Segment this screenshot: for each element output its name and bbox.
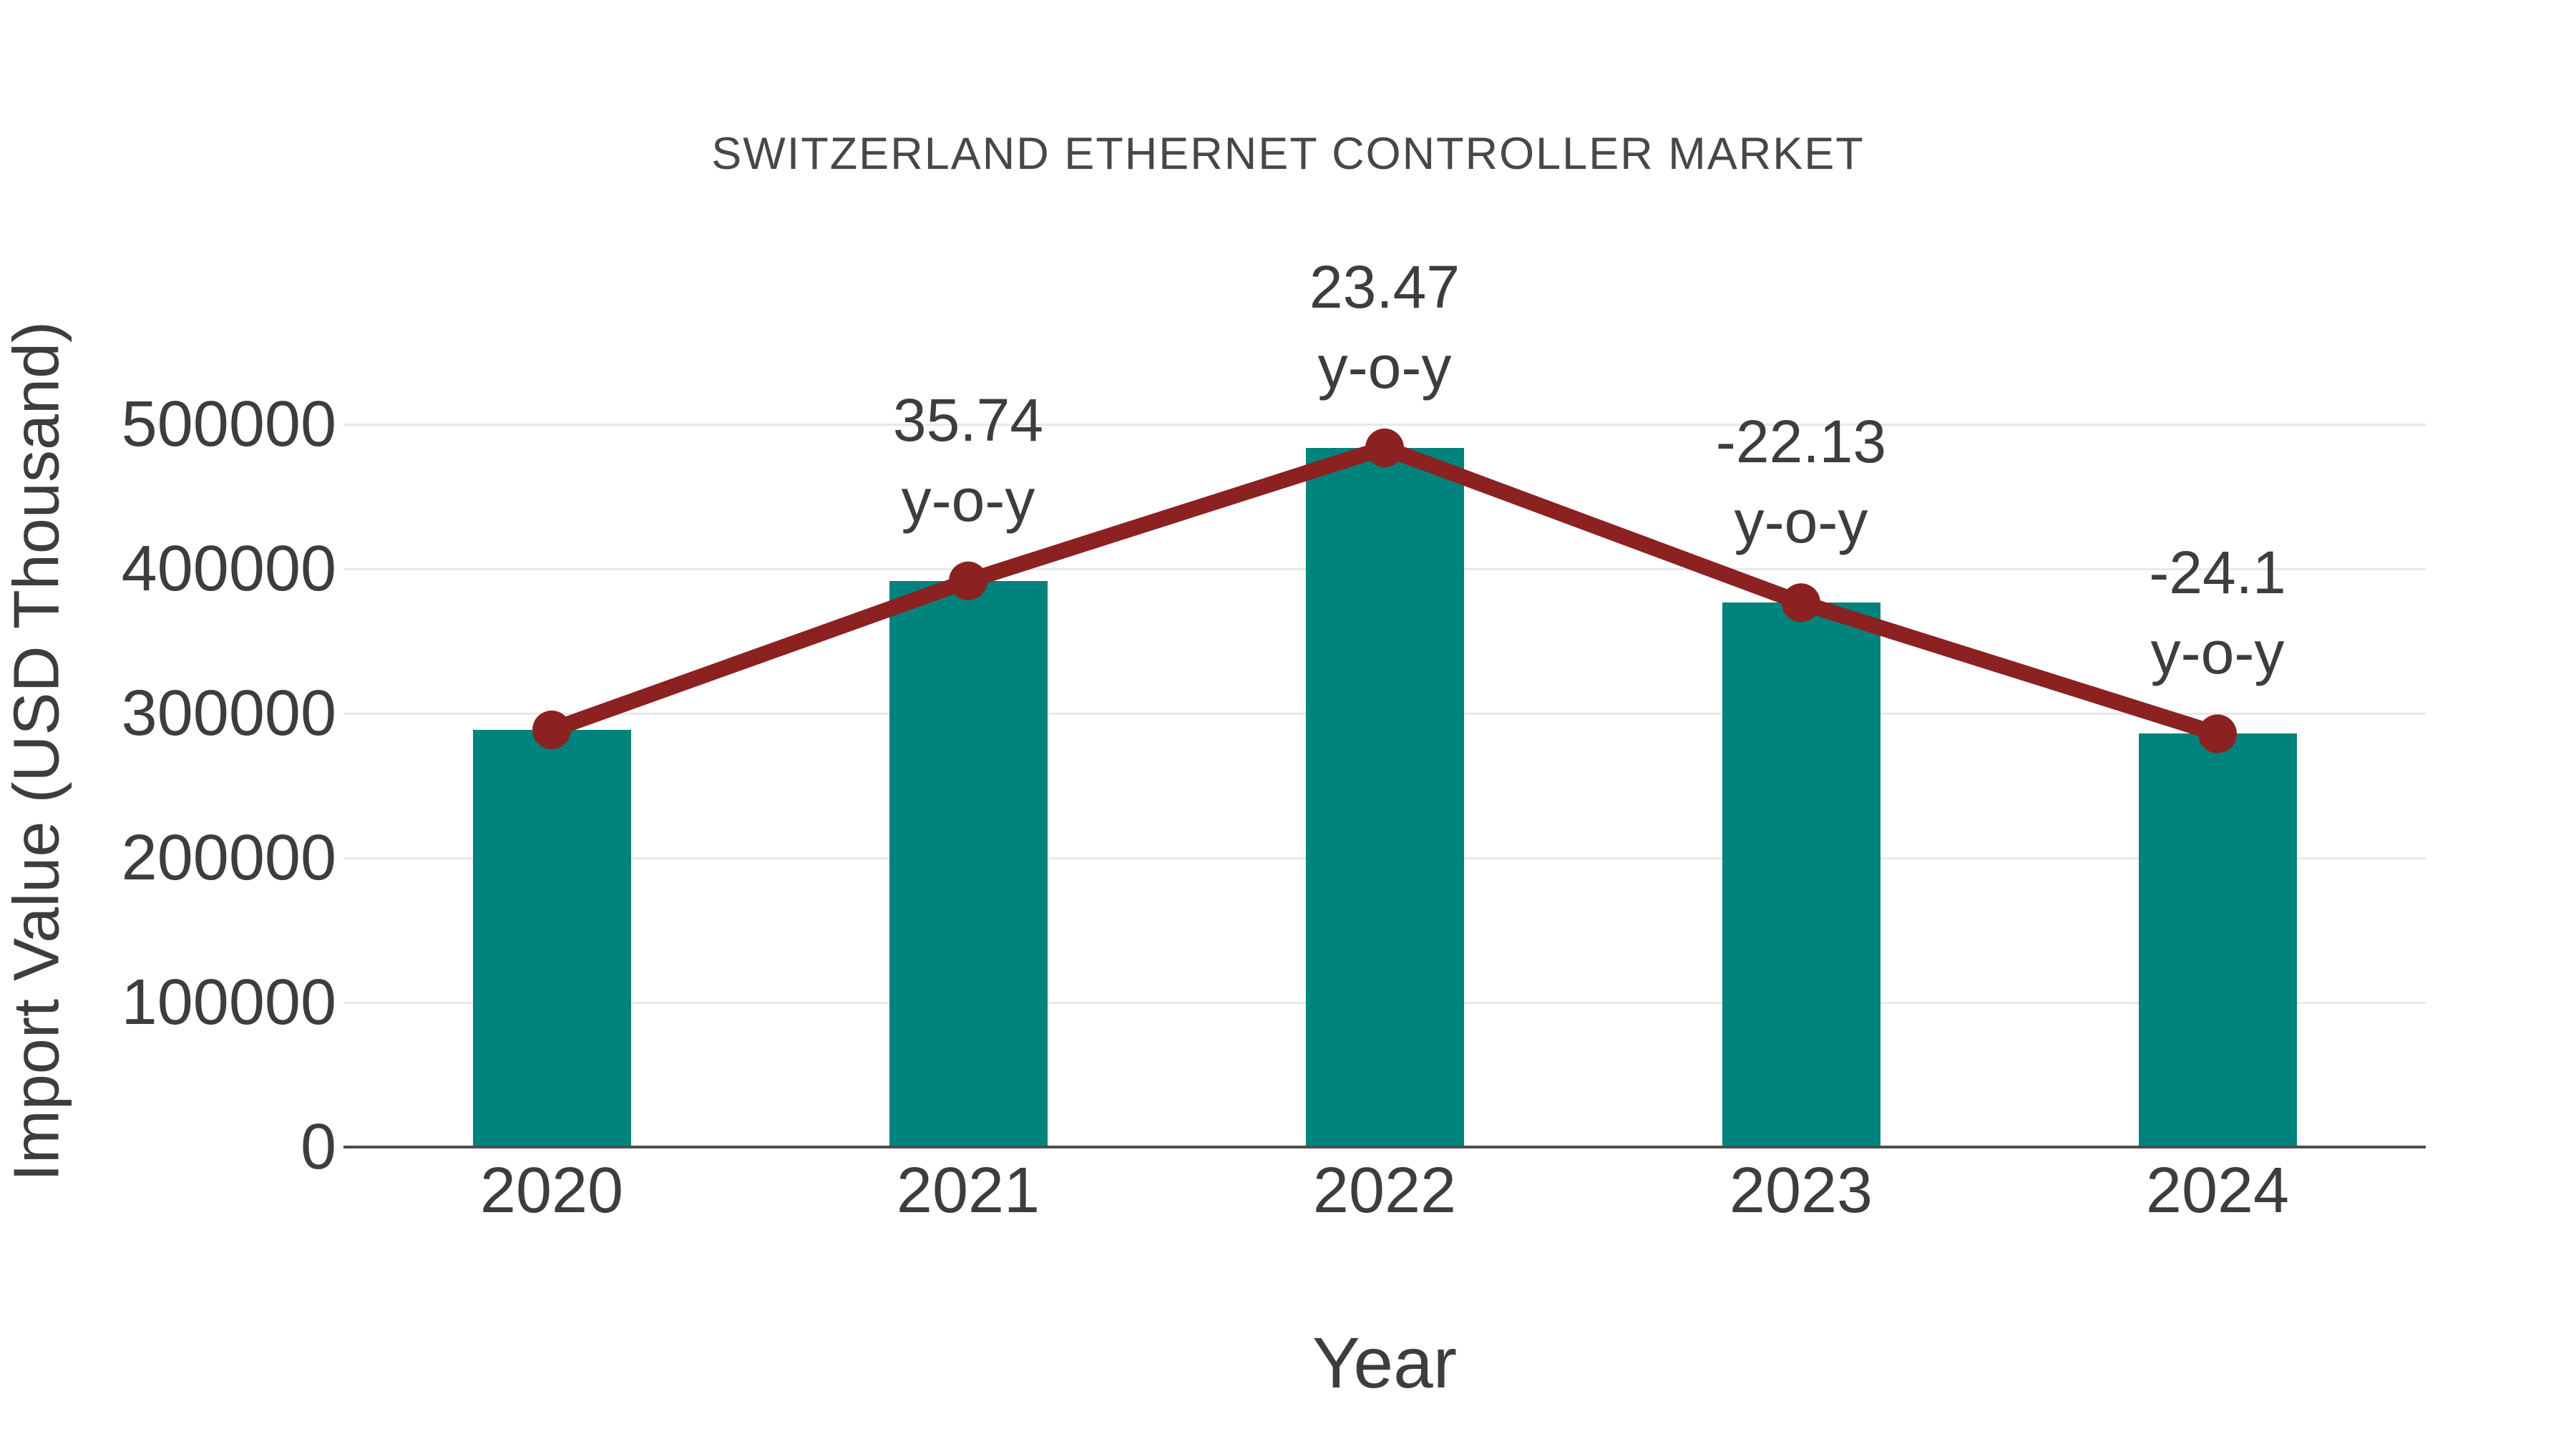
y-tick-label: 300000 (121, 678, 336, 749)
plot-area (343, 423, 2426, 1148)
data-point-marker-2024 (2198, 714, 2237, 753)
x-tick-label-2024: 2024 (2145, 1155, 2290, 1226)
y-tick-label: 100000 (121, 967, 336, 1038)
x-tick-label-2022: 2022 (1312, 1155, 1457, 1226)
trend-line-layer (532, 428, 2237, 753)
yoy-suffix-label: y-o-y (901, 466, 1035, 534)
yoy-value-label: 35.74 (892, 386, 1044, 454)
yoy-suffix-label: y-o-y (1734, 488, 1868, 556)
data-point-marker-2023 (1782, 583, 1820, 623)
x-axis-title: Year (1312, 1323, 1458, 1403)
bar-2021 (889, 580, 1048, 1147)
data-point-marker-2021 (949, 561, 987, 600)
yoy-annotation-2023: -22.13 y-o-y (1716, 401, 1886, 562)
yoy-annotation-2024: -24.1 y-o-y (2149, 532, 2285, 693)
gridline (343, 423, 2426, 426)
bar-2022 (1305, 447, 1464, 1147)
yoy-trend-line (549, 439, 2220, 741)
data-point-marker-2020 (532, 711, 571, 750)
bar-2024 (2138, 733, 2297, 1147)
y-tick-label: 500000 (121, 389, 336, 460)
yoy-annotation-2021: 35.74 y-o-y (893, 380, 1043, 540)
yoy-suffix-label: y-o-y (2150, 619, 2285, 687)
yoy-suffix-label: y-o-y (1317, 333, 1452, 401)
yoy-value-label: -24.1 (2149, 539, 2286, 607)
yoy-annotation-2022: 23.47 y-o-y (1309, 247, 1460, 407)
yoy-value-label: -22.13 (1715, 408, 1887, 476)
y-tick-label: 0 (300, 1111, 336, 1183)
x-tick-label-2023: 2023 (1729, 1155, 1873, 1226)
bar-2020 (472, 730, 631, 1147)
chart-title: SWITZERLAND ETHERNET CONTROLLER MARKET (711, 129, 1865, 179)
x-tick-label-2020: 2020 (479, 1155, 624, 1226)
y-tick-label: 400000 (121, 533, 336, 605)
yoy-value-label: 23.47 (1309, 253, 1460, 321)
x-axis-line (343, 1146, 2426, 1148)
bar-2023 (1722, 602, 1880, 1147)
data-point-marker-2022 (1365, 428, 1404, 467)
y-tick-label: 200000 (121, 822, 336, 894)
x-tick-label-2021: 2021 (896, 1155, 1040, 1226)
